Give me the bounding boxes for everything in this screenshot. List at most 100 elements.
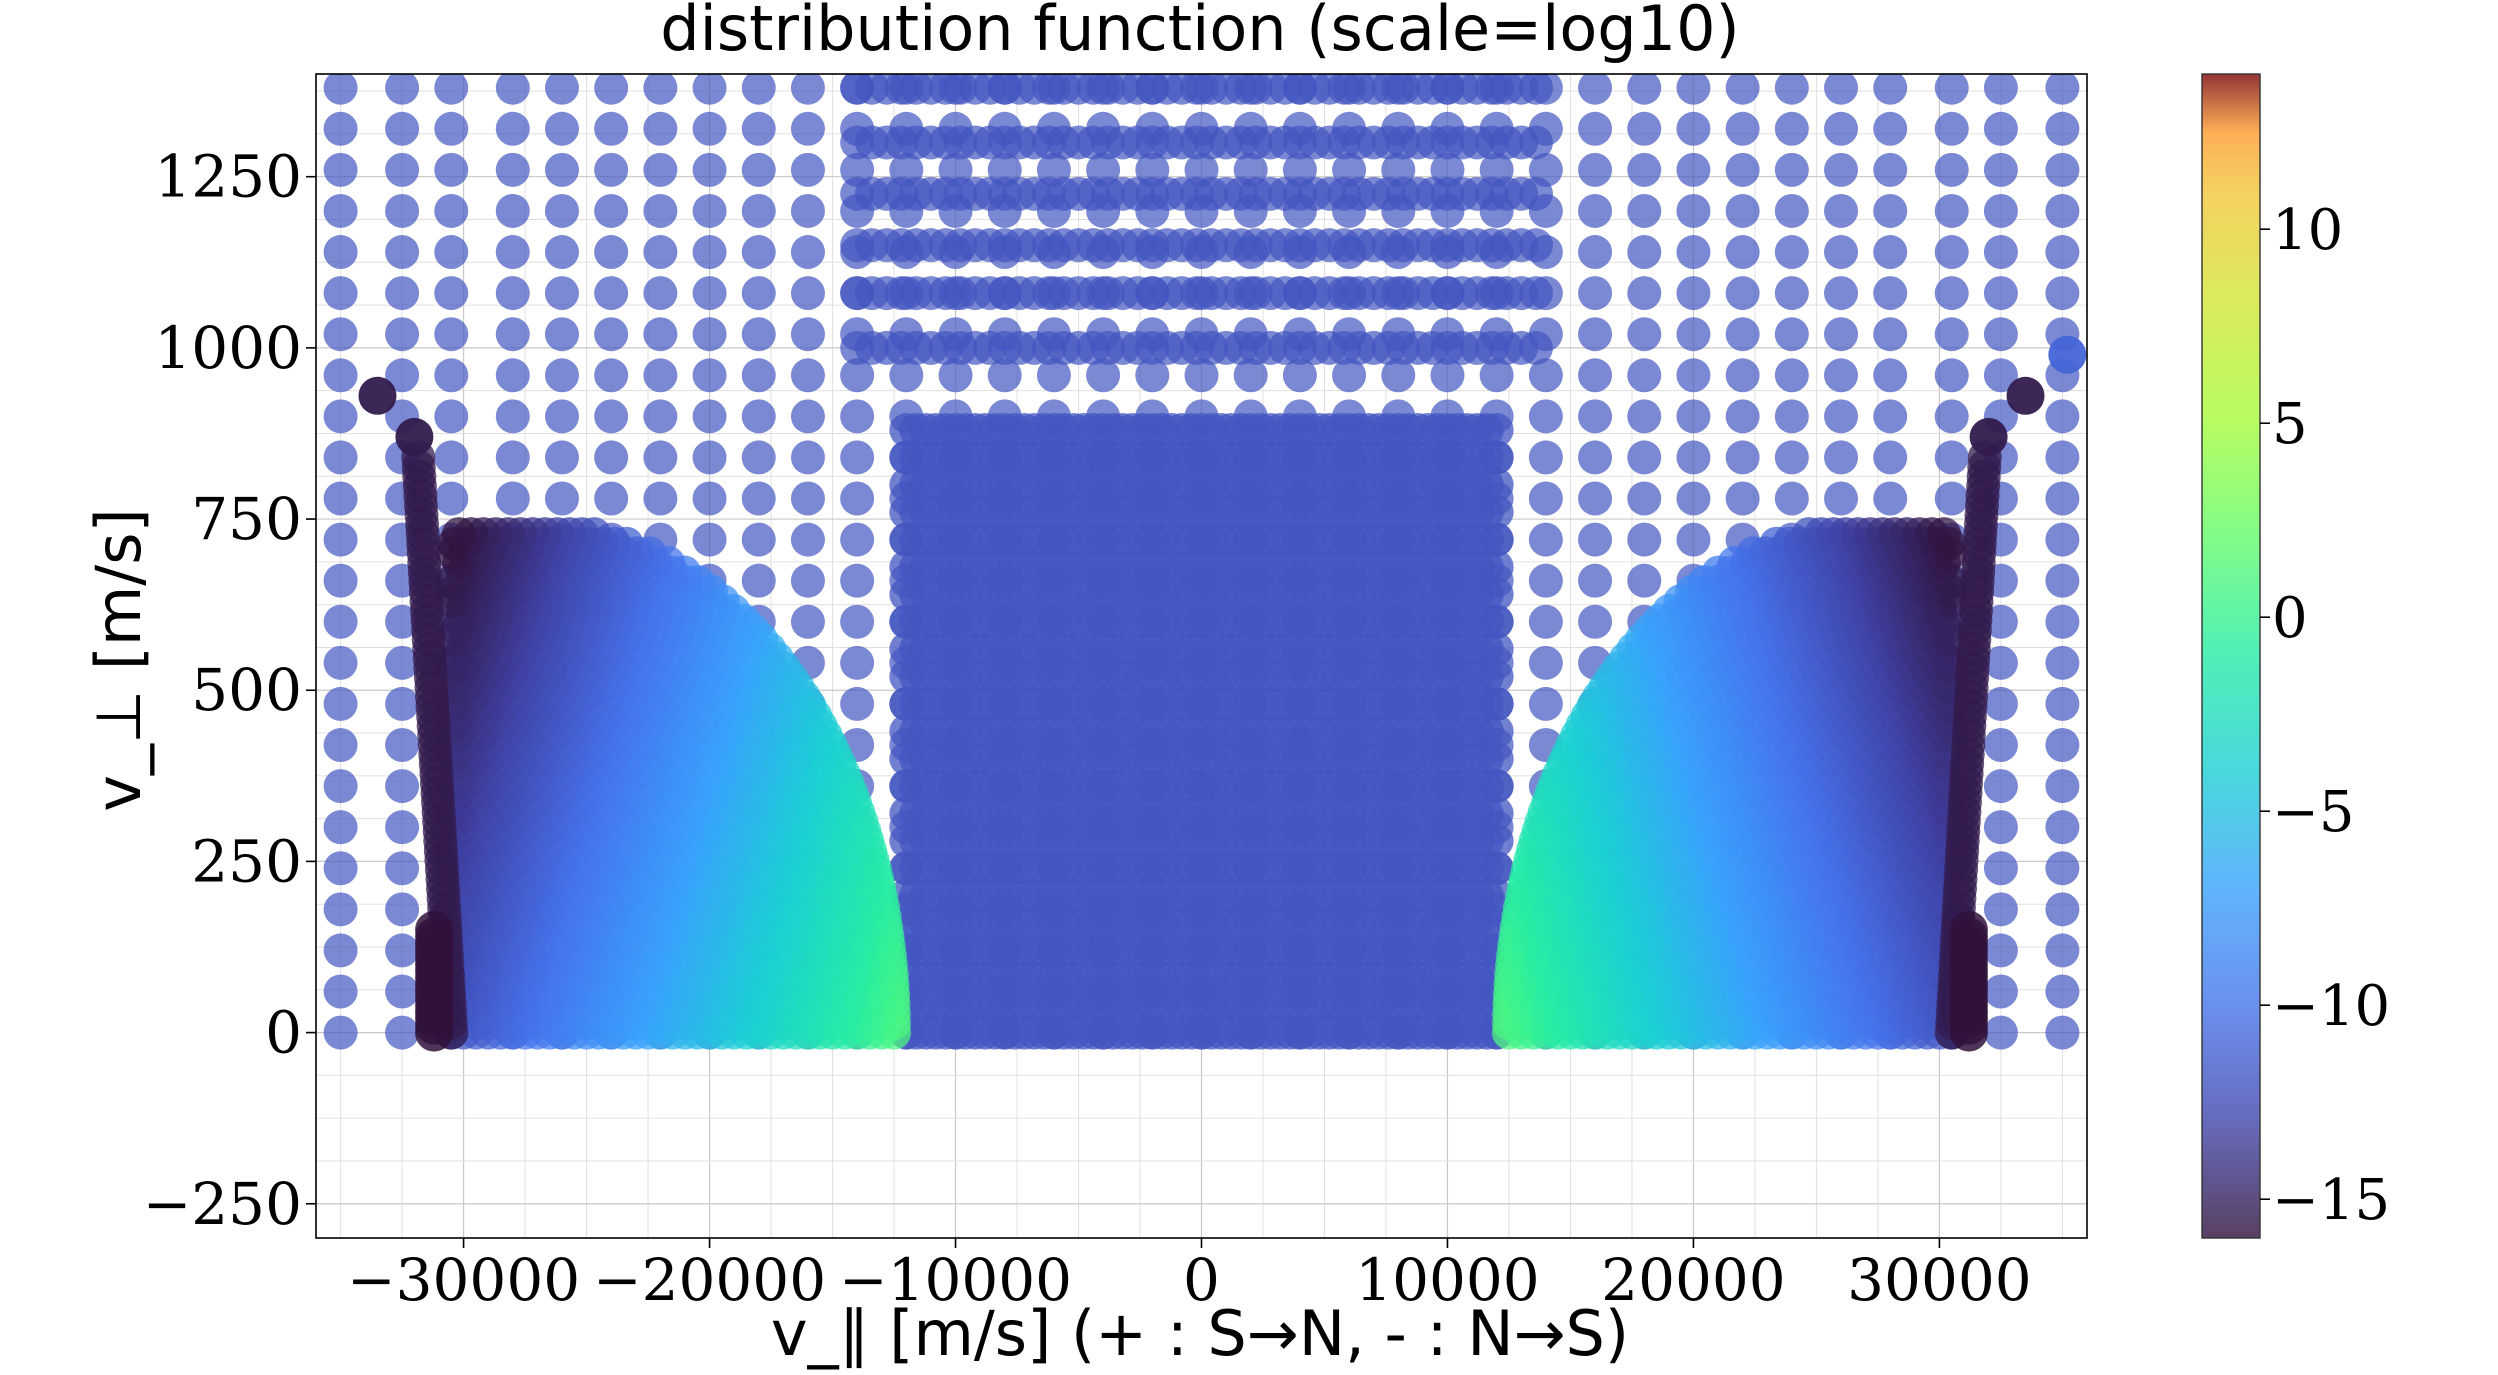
- scatter-point: [1774, 481, 1809, 516]
- scatter-point: [1184, 276, 1219, 311]
- scatter-point: [2045, 481, 2080, 516]
- scatter-point: [889, 769, 924, 804]
- scatter-point: [790, 358, 825, 393]
- scatter-point: [1479, 645, 1514, 680]
- scatter-point: [385, 645, 420, 680]
- scatter-point: [1086, 358, 1121, 393]
- scatter-point: [643, 440, 678, 475]
- scatter-point: [1332, 810, 1367, 845]
- scatter-point: [323, 111, 358, 146]
- scatter-point: [1479, 399, 1514, 434]
- scatter-point: [692, 399, 727, 434]
- scatter-point: [1184, 974, 1219, 1009]
- scatter-point: [889, 193, 924, 228]
- scatter-point: [1086, 481, 1121, 516]
- scatter-point: [2045, 193, 2080, 228]
- scatter-point: [594, 152, 629, 187]
- scatter-point: [1774, 74, 1809, 105]
- scatter-point: [840, 399, 875, 434]
- scatter-point: [987, 399, 1022, 434]
- scatter-point: [987, 74, 1022, 105]
- scatter-point: [441, 517, 476, 552]
- scatter-point: [1479, 604, 1514, 639]
- scatter-point: [323, 1015, 358, 1050]
- scatter-point: [741, 193, 776, 228]
- scatter-point: [1036, 193, 1071, 228]
- scatter-point: [1725, 74, 1760, 105]
- scatter-point: [889, 358, 924, 393]
- scatter-point: [1381, 769, 1416, 804]
- scatter-point: [1528, 686, 1563, 721]
- scatter-point: [1086, 193, 1121, 228]
- scatter-point: [385, 810, 420, 845]
- scatter-point: [385, 111, 420, 146]
- scatter-point: [790, 522, 825, 557]
- scatter-point: [987, 974, 1022, 1009]
- scatter-point: [1824, 317, 1859, 352]
- scatter-point: [1725, 317, 1760, 352]
- scatter-point: [1332, 892, 1367, 927]
- scatter-point: [1381, 111, 1416, 146]
- scatter-point: [1381, 686, 1416, 721]
- scatter-point: [1282, 522, 1317, 557]
- scatter-point: [594, 193, 629, 228]
- scatter-point: [1983, 1015, 2018, 1050]
- scatter-point: [1233, 686, 1268, 721]
- scatter-point: [323, 851, 358, 886]
- scatter-point: [1282, 481, 1317, 516]
- scatter-point: [1528, 440, 1563, 475]
- scatter-point: [938, 111, 973, 146]
- scatter-point: [1430, 769, 1465, 804]
- scatter-point: [1676, 399, 1711, 434]
- scatter-point: [643, 481, 678, 516]
- scatter-point: [1332, 769, 1367, 804]
- scatter-point: [1934, 358, 1969, 393]
- scatter-point: [323, 399, 358, 434]
- scatter-point: [1430, 317, 1465, 352]
- scatter-point: [987, 276, 1022, 311]
- scatter-point: [544, 358, 579, 393]
- scatter-point: [385, 851, 420, 886]
- scatter-point: [790, 276, 825, 311]
- scatter-point: [840, 235, 875, 270]
- scatter-point: [1983, 686, 2018, 721]
- scatter-point: [889, 851, 924, 886]
- scatter-point: [1774, 440, 1809, 475]
- scatter-point: [1725, 358, 1760, 393]
- scatter-point: [987, 152, 1022, 187]
- scatter-point: [1873, 481, 1908, 516]
- scatter-point: [987, 563, 1022, 598]
- scatter-point: [643, 358, 678, 393]
- scatter-point: [889, 686, 924, 721]
- scatter-point: [987, 193, 1022, 228]
- scatter-point: [1725, 235, 1760, 270]
- scatter-point: [1934, 235, 1969, 270]
- scatter-point: [323, 728, 358, 763]
- scatter-point: [544, 481, 579, 516]
- scatter-point: [1184, 686, 1219, 721]
- scatter-point: [840, 152, 875, 187]
- scatter-point: [1774, 276, 1809, 311]
- scatter-point: [1578, 481, 1613, 516]
- scatter-point: [323, 933, 358, 968]
- scatter-point: [1430, 892, 1465, 927]
- scatter-point: [1135, 440, 1170, 475]
- scatter-point: [1332, 399, 1367, 434]
- scatter-point: [741, 152, 776, 187]
- scatter-point: [692, 440, 727, 475]
- scatter-point: [495, 111, 530, 146]
- scatter-point: [594, 481, 629, 516]
- scatter-point: [323, 276, 358, 311]
- scatter-point: [434, 276, 469, 311]
- scatter-point: [1528, 358, 1563, 393]
- scatter-point: [1528, 111, 1563, 146]
- scatter-point: [385, 974, 420, 1009]
- scatter-point: [1184, 645, 1219, 680]
- scatter-point: [692, 358, 727, 393]
- scatter-point: [1233, 1015, 1268, 1050]
- scatter-point: [594, 235, 629, 270]
- scatter-point: [1135, 193, 1170, 228]
- scatter-point: [1873, 440, 1908, 475]
- scatter-point: [323, 235, 358, 270]
- scatter-point: [1135, 152, 1170, 187]
